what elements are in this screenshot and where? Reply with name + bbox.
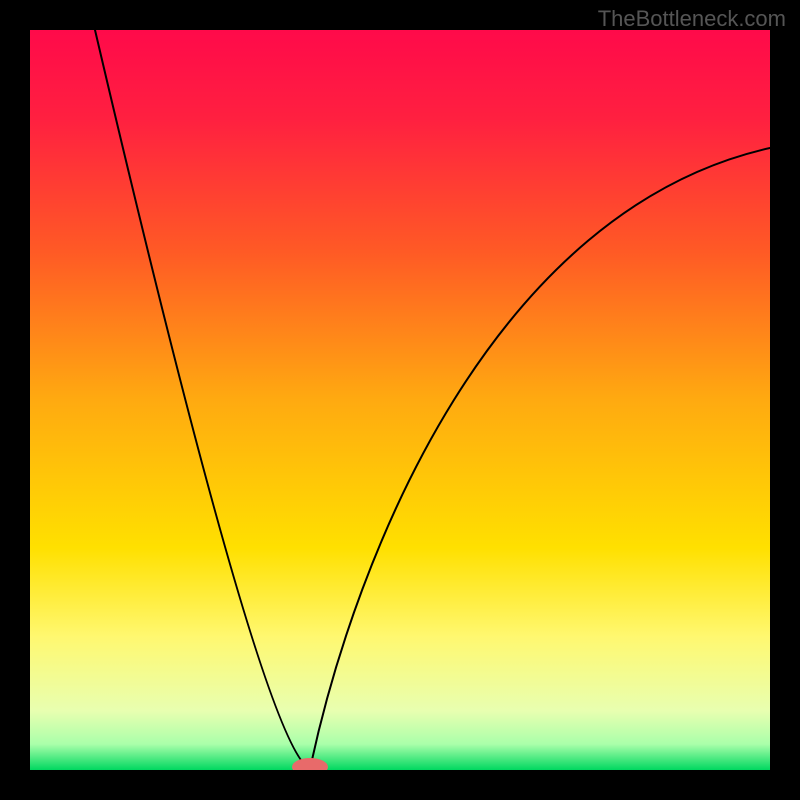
watermark-text: TheBottleneck.com — [598, 6, 786, 32]
bottleneck-chart-svg — [30, 30, 770, 770]
chart-plot-area — [30, 30, 770, 770]
chart-background — [30, 30, 770, 770]
